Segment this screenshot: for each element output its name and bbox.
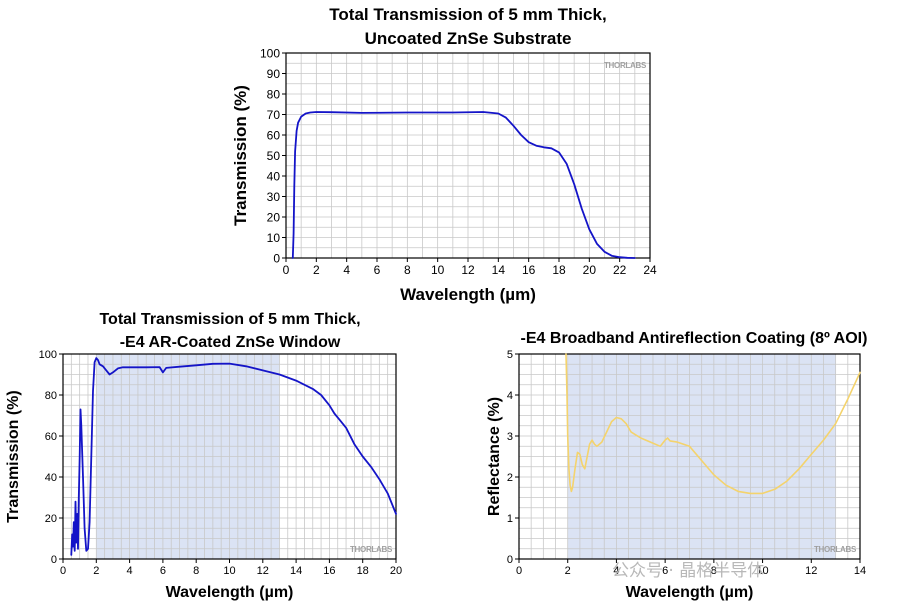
x-tick-label: 4 <box>613 565 619 577</box>
y-tick-label: 40 <box>267 169 281 183</box>
y-tick-label: 40 <box>45 472 57 484</box>
x-tick-label: 20 <box>583 263 597 277</box>
y-tick-label: 60 <box>45 431 57 443</box>
chart-1: 0 2 4 6 8 10 12 14 16 18 20 22 240102030405060708090… <box>231 5 657 304</box>
thorlabs-logo: THORLABS <box>814 545 857 554</box>
x-tick-label: 2 <box>93 565 99 577</box>
chart-title: Total Transmission of 5 mm Thick, <box>329 5 606 24</box>
y-tick-label: 0 <box>273 251 280 265</box>
y-tick-label: 90 <box>267 67 281 81</box>
series-line <box>291 111 636 259</box>
x-tick-label: 24 <box>643 263 657 277</box>
x-tick-label: 8 <box>193 565 199 577</box>
x-tick-label: 16 <box>522 263 536 277</box>
x-tick-label: 2 <box>565 565 571 577</box>
x-tick-label: 4 <box>343 263 350 277</box>
y-tick-label: 80 <box>45 390 57 402</box>
x-tick-label: 18 <box>552 263 566 277</box>
chart-title: -E4 AR-Coated ZnSe Window <box>120 334 341 351</box>
x-tick-label: 14 <box>854 565 866 577</box>
y-tick-label: 0 <box>51 554 57 566</box>
x-tick-label: 10 <box>431 263 445 277</box>
y-tick-label: 100 <box>260 46 280 60</box>
x-axis-label: Wavelength (µm) <box>166 584 294 601</box>
y-axis-label: Transmission (%) <box>5 390 22 522</box>
x-tick-label: 22 <box>613 263 627 277</box>
thorlabs-logo: THORLABS <box>350 545 393 554</box>
plot-frame <box>518 353 861 560</box>
x-tick-label: 10 <box>756 565 768 577</box>
x-tick-label: 12 <box>805 565 817 577</box>
y-tick-label: 0 <box>507 554 513 566</box>
y-tick-label: 10 <box>267 231 281 245</box>
x-tick-label: 12 <box>257 565 269 577</box>
x-tick-label: 18 <box>357 565 369 577</box>
y-tick-label: 5 <box>507 349 513 361</box>
x-tick-label: 16 <box>323 565 335 577</box>
series-line <box>565 353 861 495</box>
x-tick-label: 6 <box>662 565 668 577</box>
x-axis-label: Wavelength (µm) <box>400 285 536 304</box>
grid <box>62 353 397 560</box>
y-axis-label: Reflectance (%) <box>486 397 503 516</box>
y-tick-label: 20 <box>45 513 57 525</box>
x-tick-label: 2 <box>313 263 320 277</box>
watermark-text: 公众号 · 晶格半导体 <box>612 561 765 581</box>
x-tick-label: 4 <box>127 565 133 577</box>
grid <box>285 52 651 259</box>
y-axis-label: Transmission (%) <box>231 85 250 226</box>
y-tick-label: 2 <box>507 472 513 484</box>
y-tick-label: 70 <box>267 108 281 122</box>
x-tick-label: 0 <box>60 565 66 577</box>
y-tick-label: 20 <box>267 210 281 224</box>
x-tick-label: 12 <box>461 263 475 277</box>
chart-title: -E4 Broadband Antireflection Coating (8º… <box>521 330 868 347</box>
chart-title: Uncoated ZnSe Substrate <box>365 29 572 48</box>
x-tick-label: 6 <box>374 263 381 277</box>
x-tick-label: 6 <box>160 565 166 577</box>
chart-title: Total Transmission of 5 mm Thick, <box>99 311 360 328</box>
x-axis-label: Wavelength (µm) <box>626 584 754 601</box>
x-tick-label: 14 <box>290 565 302 577</box>
thorlabs-logo: THORLABS <box>604 61 647 70</box>
x-tick-label: 0 <box>283 263 290 277</box>
y-tick-label: 80 <box>267 87 281 101</box>
x-tick-label: 10 <box>223 565 235 577</box>
x-tick-label: 8 <box>404 263 411 277</box>
y-tick-label: 60 <box>267 128 281 142</box>
y-tick-label: 30 <box>267 190 281 204</box>
x-tick-label: 20 <box>390 565 402 577</box>
y-tick-label: 50 <box>267 149 281 163</box>
x-tick-label: 0 <box>516 565 522 577</box>
y-tick-label: 100 <box>39 349 57 361</box>
x-tick-label: 8 <box>711 565 717 577</box>
series-line <box>70 357 397 556</box>
chart-2: 0 2 4 6 8 10 12 14 16 18 20 0 20 40 60 80 100 THORLABS Tot… <box>5 311 402 601</box>
y-tick-label: 1 <box>507 513 513 525</box>
y-tick-label: 4 <box>507 390 513 402</box>
x-tick-label: 14 <box>492 263 506 277</box>
y-tick-label: 3 <box>507 431 513 443</box>
